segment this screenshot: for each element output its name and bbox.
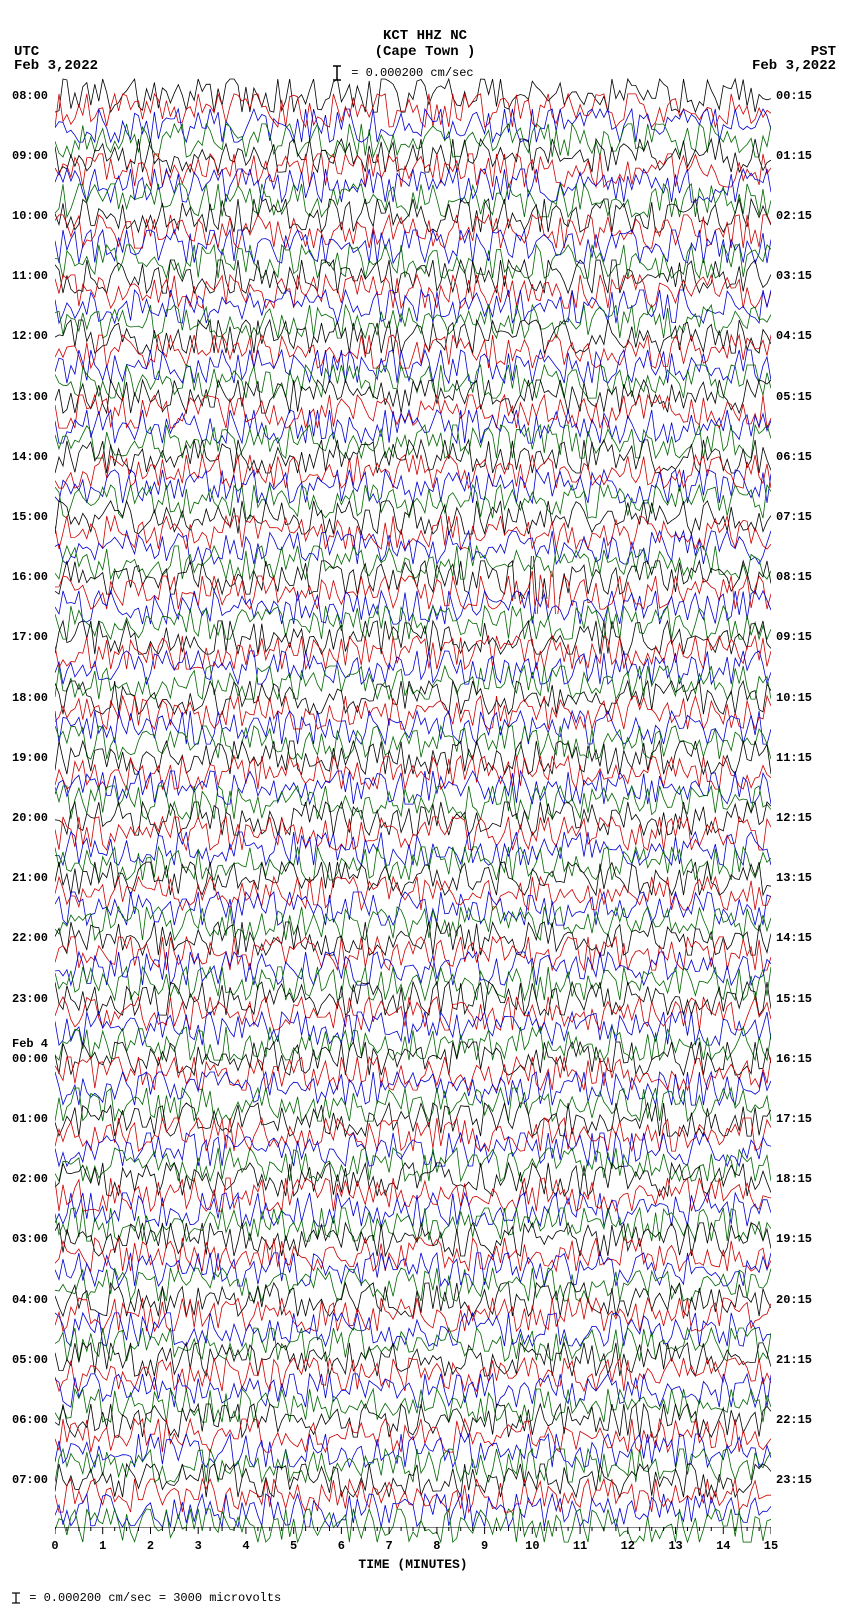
utc-time-label: 08:00 xyxy=(12,89,48,103)
utc-time-label: 19:00 xyxy=(12,751,48,765)
pst-time-label: 16:15 xyxy=(776,1052,812,1066)
pst-time-label: 22:15 xyxy=(776,1413,812,1427)
pst-time-label: 00:15 xyxy=(776,89,812,103)
utc-time-label: 18:00 xyxy=(12,691,48,705)
scale-bar-icon xyxy=(10,1592,22,1604)
utc-time-label: 12:00 xyxy=(12,329,48,343)
footnote-text: = 0.000200 cm/sec = 3000 microvolts xyxy=(29,1591,281,1605)
pst-time-label: 04:15 xyxy=(776,329,812,343)
pst-time-label: 18:15 xyxy=(776,1172,812,1186)
location-title: (Cape Town ) xyxy=(0,44,850,60)
utc-time-label: 06:00 xyxy=(12,1413,48,1427)
pst-time-label: 12:15 xyxy=(776,811,812,825)
pst-time-label: 01:15 xyxy=(776,149,812,163)
utc-time-label: 16:00 xyxy=(12,570,48,584)
pst-time-label: 13:15 xyxy=(776,871,812,885)
date-right: Feb 3,2022 xyxy=(752,58,836,74)
pst-time-label: 20:15 xyxy=(776,1293,812,1307)
date-left: Feb 3,2022 xyxy=(14,58,98,74)
pst-time-label: 14:15 xyxy=(776,931,812,945)
utc-time-label: 07:00 xyxy=(12,1473,48,1487)
pst-time-label: 15:15 xyxy=(776,992,812,1006)
pst-time-label: 06:15 xyxy=(776,450,812,464)
utc-time-label: 05:00 xyxy=(12,1353,48,1367)
utc-time-label: 03:00 xyxy=(12,1232,48,1246)
utc-time-label: 17:00 xyxy=(12,630,48,644)
utc-time-label: 22:00 xyxy=(12,931,48,945)
utc-time-label: 15:00 xyxy=(12,510,48,524)
utc-time-label: 01:00 xyxy=(12,1112,48,1126)
utc-time-label: 02:00 xyxy=(12,1172,48,1186)
pst-time-label: 05:15 xyxy=(776,390,812,404)
footnote: = 0.000200 cm/sec = 3000 microvolts xyxy=(10,1591,281,1605)
utc-time-label: 21:00 xyxy=(12,871,48,885)
utc-time-label: 20:00 xyxy=(12,811,48,825)
pst-time-label: 11:15 xyxy=(776,751,812,765)
x-axis-ticks xyxy=(55,1527,771,1545)
pst-time-label: 10:15 xyxy=(776,691,812,705)
x-axis-label: TIME (MINUTES) xyxy=(55,1557,771,1572)
utc-time-label: 23:00 xyxy=(12,992,48,1006)
utc-time-label: 10:00 xyxy=(12,209,48,223)
utc-time-label: 11:00 xyxy=(12,269,48,283)
pst-time-label: 09:15 xyxy=(776,630,812,644)
pst-time-label: 19:15 xyxy=(776,1232,812,1246)
pst-time-label: 23:15 xyxy=(776,1473,812,1487)
helicorder-plot xyxy=(55,88,771,1533)
utc-time-label: 14:00 xyxy=(12,450,48,464)
utc-time-label: 13:00 xyxy=(12,390,48,404)
pst-time-label: 21:15 xyxy=(776,1353,812,1367)
date-rollover-label: Feb 4 xyxy=(12,1037,48,1051)
pst-time-label: 17:15 xyxy=(776,1112,812,1126)
x-axis: TIME (MINUTES) 0123456789101112131415 xyxy=(55,1533,771,1573)
utc-time-label: 09:00 xyxy=(12,149,48,163)
pst-time-label: 02:15 xyxy=(776,209,812,223)
utc-time-label: 00:00 xyxy=(12,1052,48,1066)
station-title: KCT HHZ NC xyxy=(0,28,850,44)
pst-time-label: 07:15 xyxy=(776,510,812,524)
utc-time-label: 04:00 xyxy=(12,1293,48,1307)
pst-time-label: 03:15 xyxy=(776,269,812,283)
pst-time-label: 08:15 xyxy=(776,570,812,584)
